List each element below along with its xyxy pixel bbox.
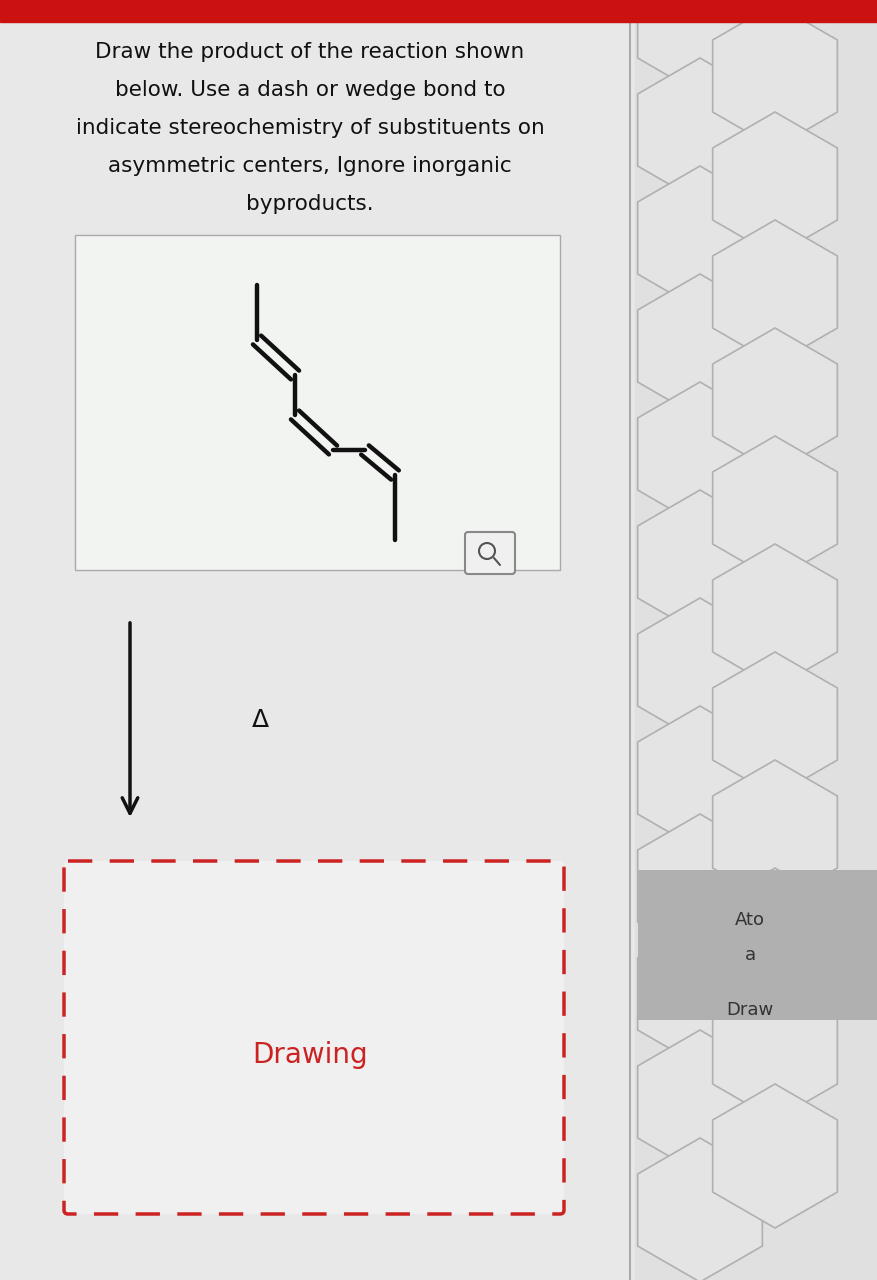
Polygon shape	[712, 760, 837, 904]
FancyBboxPatch shape	[638, 870, 877, 1020]
Polygon shape	[637, 1030, 761, 1174]
Polygon shape	[637, 381, 761, 526]
Text: Δ: Δ	[251, 708, 268, 732]
Polygon shape	[712, 652, 837, 796]
Text: Ato: Ato	[734, 911, 764, 929]
Polygon shape	[712, 544, 837, 689]
Polygon shape	[712, 111, 837, 256]
Polygon shape	[712, 328, 837, 472]
Text: below. Use a dash or wedge bond to: below. Use a dash or wedge bond to	[115, 79, 505, 100]
Text: byproducts.: byproducts.	[246, 195, 374, 214]
Polygon shape	[712, 868, 837, 1012]
Polygon shape	[637, 1138, 761, 1280]
Polygon shape	[637, 58, 761, 202]
Polygon shape	[637, 166, 761, 310]
Polygon shape	[637, 814, 761, 957]
Bar	[634, 0, 877, 1280]
Bar	[75, 236, 560, 570]
Text: Drawing: Drawing	[252, 1041, 367, 1069]
Polygon shape	[637, 274, 761, 419]
Polygon shape	[712, 0, 837, 40]
Text: Draw the product of the reaction shown: Draw the product of the reaction shown	[96, 42, 524, 61]
Polygon shape	[637, 490, 761, 634]
Polygon shape	[712, 975, 837, 1120]
Polygon shape	[712, 4, 837, 148]
Polygon shape	[712, 436, 837, 580]
FancyBboxPatch shape	[465, 532, 515, 573]
Polygon shape	[637, 0, 761, 93]
FancyBboxPatch shape	[64, 861, 563, 1213]
Polygon shape	[637, 598, 761, 742]
Text: Draw: Draw	[725, 1001, 773, 1019]
Polygon shape	[712, 220, 837, 364]
Polygon shape	[637, 707, 761, 850]
Text: asymmetric centers, Ignore inorganic: asymmetric centers, Ignore inorganic	[108, 156, 511, 175]
Bar	[0, 0, 877, 22]
Text: indicate stereochemistry of substituents on: indicate stereochemistry of substituents…	[75, 118, 544, 138]
Polygon shape	[712, 1084, 837, 1228]
Text: a: a	[744, 946, 755, 964]
Polygon shape	[637, 922, 761, 1066]
